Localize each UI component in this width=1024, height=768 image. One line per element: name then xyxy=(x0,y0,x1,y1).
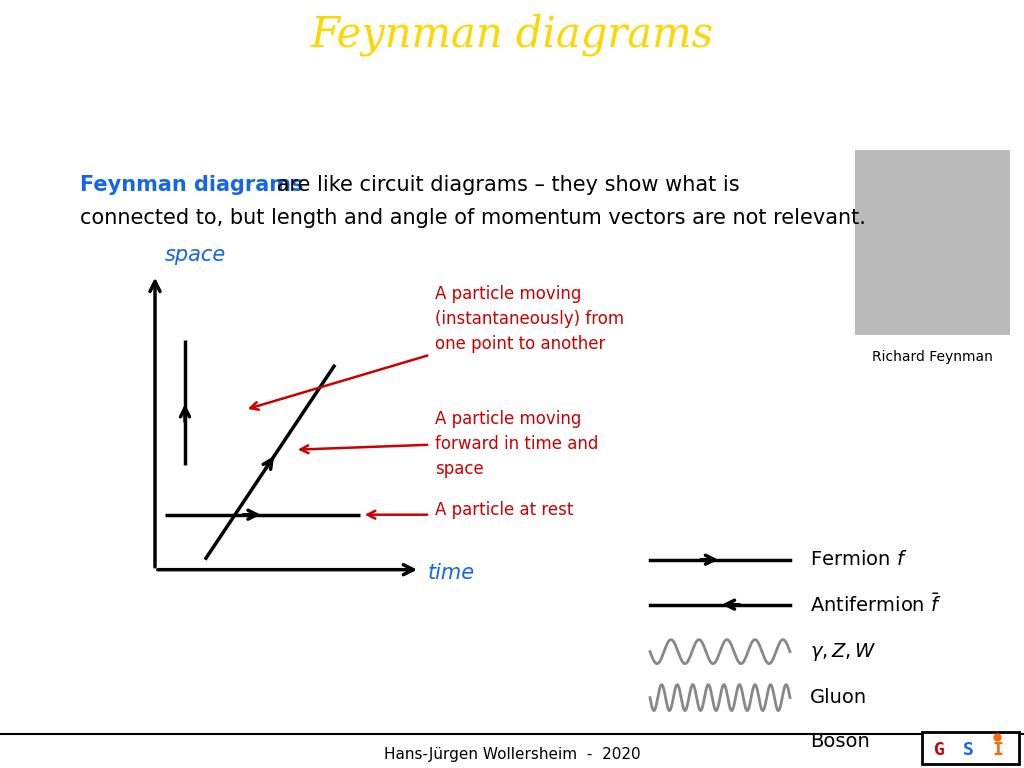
Text: Boson: Boson xyxy=(810,732,869,751)
Text: A particle moving
forward in time and
space: A particle moving forward in time and sp… xyxy=(435,410,598,478)
Text: Fermion $f$: Fermion $f$ xyxy=(810,550,907,569)
Text: Richard Feynman: Richard Feynman xyxy=(871,349,992,364)
Text: space: space xyxy=(165,245,226,265)
Text: G: G xyxy=(934,740,944,759)
Text: $\gamma, Z, W$: $\gamma, Z, W$ xyxy=(810,641,877,663)
Text: Gluon: Gluon xyxy=(810,688,867,707)
Text: Feynman diagrams: Feynman diagrams xyxy=(310,14,714,56)
Text: A particle at rest: A particle at rest xyxy=(435,501,573,518)
Text: Hans-Jürgen Wollersheim  -  2020: Hans-Jürgen Wollersheim - 2020 xyxy=(384,747,640,762)
Bar xyxy=(855,150,1010,335)
Text: A particle moving
(instantaneously) from
one point to another: A particle moving (instantaneously) from… xyxy=(435,285,624,353)
Text: time: time xyxy=(428,563,475,583)
Text: Antifermion $\bar{f}$: Antifermion $\bar{f}$ xyxy=(810,593,942,616)
Text: I: I xyxy=(992,740,1002,759)
Text: are like circuit diagrams – they show what is: are like circuit diagrams – they show wh… xyxy=(270,175,739,195)
Text: Feynman diagrams: Feynman diagrams xyxy=(80,175,303,195)
Text: connected to, but length and angle of momentum vectors are not relevant.: connected to, but length and angle of mo… xyxy=(80,208,866,228)
Text: S: S xyxy=(963,740,974,759)
